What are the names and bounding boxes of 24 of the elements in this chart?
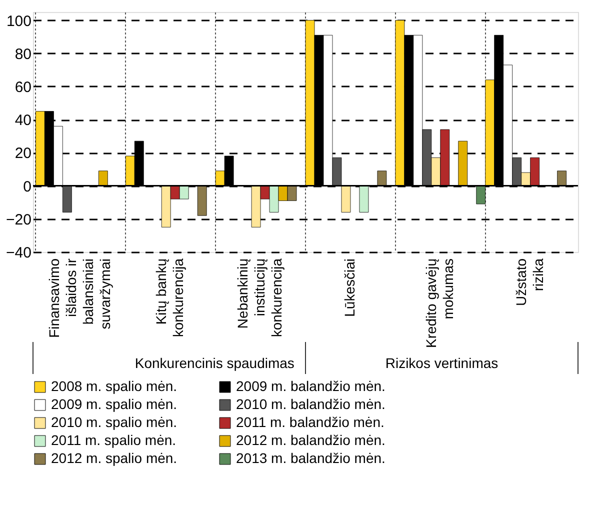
legend-label: 2012 m. balandžio mėn. <box>236 432 386 448</box>
x-tick-label: Finansavimo išlaidos ir balansiniai suvaržymai <box>46 258 114 338</box>
y-tick-label: 80 <box>14 46 32 63</box>
text: Rizikos vertinimas <box>385 355 498 371</box>
x-tick-label: Kredito gavėjų mokumas <box>422 258 456 348</box>
x-tick-label: Lūkesčiai <box>341 258 358 317</box>
legend-label: 2010 m. balandžio mėn. <box>236 396 386 412</box>
y-tick-label: 20 <box>14 145 32 162</box>
y-tick-label: 100 <box>6 12 32 30</box>
y-tick-label: −40 <box>6 244 32 262</box>
y-tick-label: 0 <box>23 178 32 196</box>
text: Konkurencinis spaudimas <box>134 355 294 371</box>
y-tick-label: 60 <box>14 78 32 96</box>
legend-label: 2013 m. balandžio mėn. <box>236 450 386 466</box>
legend-label: 2009 m. spalio mėn. <box>51 396 178 412</box>
legend-label: 2012 m. spalio mėn. <box>51 450 178 466</box>
legend-label: 2009 m. balandžio mėn. <box>236 378 386 394</box>
y-tick-label: −20 <box>6 211 32 228</box>
legend-label: 2011 m. spalio mėn. <box>51 432 176 448</box>
y-tick-label: 40 <box>14 112 32 130</box>
legend-label: 2010 m. spalio mėn. <box>51 414 178 430</box>
x-tick-label: Užstato rizika <box>512 258 546 306</box>
legend-label: 2008 m. spalio mėn. <box>51 378 178 394</box>
legend-label: 2011 m. balandžio mėn. <box>236 414 384 430</box>
